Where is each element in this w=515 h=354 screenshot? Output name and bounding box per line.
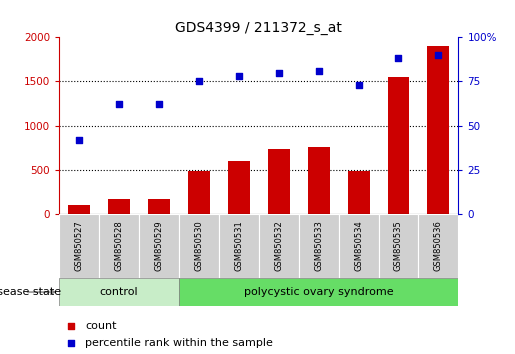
Text: GSM850527: GSM850527 [75,221,83,272]
Bar [228,161,250,214]
Point [195,79,203,84]
Point [155,102,163,107]
Text: disease state: disease state [0,287,61,297]
Point [394,56,403,61]
Point [434,52,442,58]
Bar [139,214,179,278]
Bar [379,214,418,278]
Bar [68,205,90,214]
Bar [148,199,170,214]
Bar [108,199,130,214]
Bar [179,278,458,306]
Bar [418,214,458,278]
Bar [387,77,409,214]
Bar [299,214,339,278]
Text: count: count [85,321,117,331]
Text: GSM850535: GSM850535 [394,221,403,272]
Text: GSM850528: GSM850528 [115,221,124,272]
Bar [427,46,450,214]
Bar [348,171,370,214]
Bar [339,214,379,278]
Bar [59,214,99,278]
Text: GSM850531: GSM850531 [234,221,243,272]
Point [235,73,243,79]
Point [364,105,372,110]
Text: GSM850534: GSM850534 [354,221,363,272]
Bar [268,149,290,214]
Point [315,68,323,74]
Text: GSM850532: GSM850532 [274,221,283,272]
Text: GSM850530: GSM850530 [195,221,203,272]
Bar [188,171,210,214]
Bar [99,214,139,278]
Text: GSM850533: GSM850533 [314,221,323,272]
Bar [179,214,219,278]
Bar [219,214,259,278]
Title: GDS4399 / 211372_s_at: GDS4399 / 211372_s_at [175,21,342,35]
Text: GSM850529: GSM850529 [154,221,163,272]
Point [354,82,363,88]
Text: GSM850536: GSM850536 [434,221,443,272]
Point [364,266,372,271]
Text: polycystic ovary syndrome: polycystic ovary syndrome [244,287,393,297]
Text: percentile rank within the sample: percentile rank within the sample [85,338,273,348]
Bar [59,278,179,306]
Point [75,137,83,143]
Text: control: control [100,287,139,297]
Point [274,70,283,75]
Point [115,102,123,107]
Bar [307,147,330,214]
Bar [259,214,299,278]
